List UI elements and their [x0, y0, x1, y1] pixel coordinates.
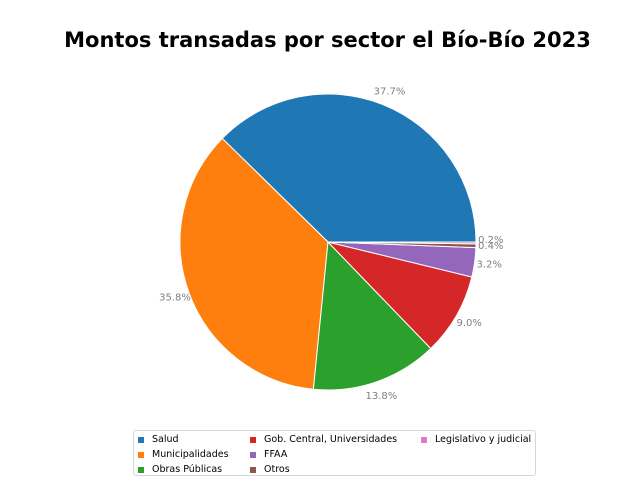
- legend-label: Legislativo y judicial: [435, 434, 532, 445]
- pct-label-legislativo-y-judicial: 0.2%: [478, 235, 503, 246]
- pct-label-salud: 37.7%: [374, 86, 406, 97]
- chart-title: Montos transadas por sector el Bío-Bío 2…: [64, 28, 591, 52]
- pct-label-otros: 0.4%: [478, 241, 503, 252]
- legend-item-municipalidades: Municipalidades: [138, 449, 229, 460]
- legend-item-obras-publicas: Obras Públicas: [138, 464, 222, 475]
- pct-label-gob-central-universidades: 9.0%: [456, 318, 481, 329]
- legend-label: Gob. Central, Universidades: [264, 434, 398, 445]
- percent-labels: 37.7% 35.8% 13.8% 9.0% 3.2% 0.4%0.2%: [159, 86, 503, 402]
- legend-item-legislativo-y-judicial: Legislativo y judicial: [421, 434, 531, 445]
- legend-swatch: [250, 466, 256, 473]
- legend-item-ffaa: FFAA: [250, 449, 287, 460]
- legend-swatch: [138, 451, 144, 458]
- legend-swatch: [421, 436, 427, 443]
- pie-slice-obras-publicas: [312, 240, 432, 391]
- legend-swatch: [250, 451, 256, 458]
- legend-label: Municipalidades: [152, 449, 229, 460]
- pct-label-municipalidades: 35.8%: [159, 293, 191, 304]
- legend-item-gob-central-universidades: Gob. Central, Universidades: [250, 434, 397, 445]
- legend-swatch: [138, 466, 144, 473]
- legend-label: Otros: [264, 464, 290, 475]
- legend-item-salud: Salud: [138, 434, 179, 445]
- pie-slice-salud: [221, 93, 477, 243]
- pct-label-obras-publicas: 13.8%: [366, 391, 398, 402]
- pie-slices: [179, 93, 477, 391]
- pie-slice-municipalidades: [179, 137, 329, 390]
- legend-swatch: [250, 436, 256, 443]
- pct-label-ffaa: 3.2%: [477, 259, 502, 270]
- legend: Salud Municipalidades Obras Públicas Gob. C…: [133, 430, 536, 476]
- legend-label: FFAA: [264, 449, 288, 460]
- legend-label: Obras Públicas: [152, 464, 223, 475]
- legend-label: Salud: [152, 434, 179, 445]
- pie-slice-legislativo-y-judicial: [327, 241, 477, 245]
- legend-item-otros: Otros: [250, 464, 290, 475]
- legend-swatch: [138, 436, 144, 443]
